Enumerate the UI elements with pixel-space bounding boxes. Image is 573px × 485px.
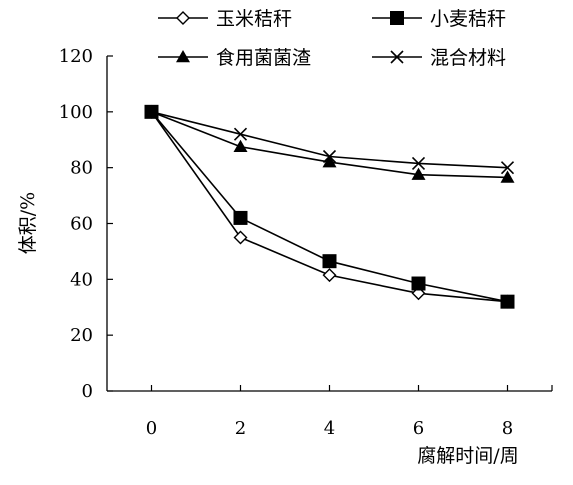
series-line bbox=[151, 111, 508, 179]
legend-label: 小麦秸秆 bbox=[430, 8, 506, 30]
y-tick-label: 120 bbox=[59, 46, 93, 67]
x-marker-stroke bbox=[233, 127, 248, 141]
x-marker-stroke bbox=[500, 161, 515, 175]
y-tick-label: 60 bbox=[70, 214, 93, 235]
data-point bbox=[322, 254, 337, 269]
series-3 bbox=[144, 105, 515, 175]
x-marker-stroke bbox=[144, 105, 159, 119]
legend-label: 食用菌菌渣 bbox=[216, 47, 311, 69]
legend-item: 食用菌菌渣 bbox=[158, 47, 311, 69]
y-tick-label: 80 bbox=[70, 158, 93, 179]
x-marker-stroke bbox=[411, 156, 426, 171]
series-0 bbox=[144, 104, 515, 309]
x-tick-label: 6 bbox=[413, 418, 424, 439]
data-point bbox=[322, 149, 337, 164]
legend-item: 玉米秸秆 bbox=[158, 8, 292, 30]
x-tick-label: 2 bbox=[235, 418, 246, 439]
x-marker-stroke bbox=[390, 50, 404, 64]
legend-marker bbox=[390, 50, 404, 64]
data-point bbox=[233, 210, 248, 225]
y-tick-label: 20 bbox=[70, 325, 93, 346]
data-point bbox=[411, 276, 426, 291]
data-point bbox=[322, 155, 337, 168]
legend-label: 混合材料 bbox=[430, 47, 506, 69]
series-2 bbox=[144, 104, 515, 183]
data-point bbox=[233, 127, 248, 141]
data-point bbox=[233, 139, 248, 152]
x-tick-label: 8 bbox=[502, 418, 513, 439]
legend-item: 小麦秸秆 bbox=[372, 8, 506, 30]
legend-marker bbox=[390, 11, 404, 25]
x-tick-label: 0 bbox=[146, 418, 157, 439]
data-point bbox=[144, 105, 159, 119]
legend-marker bbox=[176, 11, 190, 25]
y-tick-label: 40 bbox=[70, 269, 93, 290]
legend-label: 玉米秸秆 bbox=[216, 8, 292, 30]
y-axis-label: 体积/% bbox=[17, 192, 39, 254]
y-tick-label: 0 bbox=[82, 381, 93, 402]
x-axis-label: 腐解时间/周 bbox=[417, 445, 518, 467]
data-point bbox=[233, 230, 248, 245]
data-point bbox=[322, 268, 337, 283]
x-tick-label: 4 bbox=[324, 418, 335, 439]
y-tick-label: 100 bbox=[59, 102, 93, 123]
data-point bbox=[500, 294, 515, 309]
data-point bbox=[500, 161, 515, 175]
data-point bbox=[500, 170, 515, 183]
data-point bbox=[411, 167, 426, 180]
axes: 0 20 40 60 80 100 120 0 2 4 6 8 腐解时间/周 体积/% bbox=[17, 46, 553, 467]
data-point bbox=[411, 156, 426, 171]
series-layer bbox=[144, 104, 515, 309]
x-marker-stroke bbox=[322, 149, 337, 164]
legend-item: 混合材料 bbox=[372, 47, 506, 69]
legend-marker bbox=[176, 50, 190, 63]
